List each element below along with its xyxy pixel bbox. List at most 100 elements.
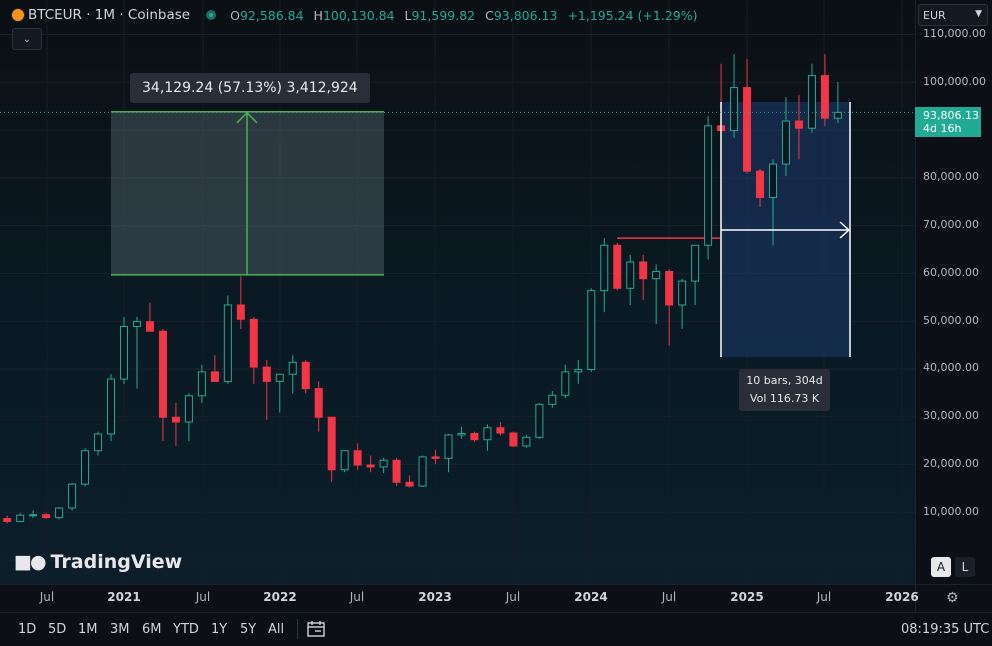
price-tick-label: 80,000.00 (923, 170, 979, 184)
change-value: +1,195.24 (+1.29%) (567, 7, 698, 23)
candle-body (431, 456, 440, 459)
date-range-label: 10 bars, 304d Vol 116.73 K (739, 369, 830, 411)
candle-body (68, 483, 77, 509)
candle-body (691, 244, 700, 282)
timeframe-button-6m[interactable]: 6M (142, 622, 162, 637)
candle-body (678, 280, 687, 306)
price-tick-label: 40,000.00 (923, 361, 979, 375)
timeframe-button-all[interactable]: All (268, 622, 285, 637)
candle-body (327, 416, 336, 471)
candle-body (145, 321, 154, 332)
candle-body (652, 271, 661, 280)
current-price: 93,806.13 (923, 109, 979, 122)
candle-body (769, 163, 777, 198)
price-tick-label: 20,000.00 (923, 457, 979, 471)
candle-body (262, 366, 271, 382)
time-tick-label: 2022 (263, 590, 297, 604)
symbol-legend: BTCEUR · 1M · Coinbase O92,586.84 H100,1… (12, 5, 704, 25)
time-tick-label: 2024 (574, 590, 608, 604)
candlestick-chart (0, 0, 915, 584)
price-tick-label: 100,000.00 (923, 74, 986, 88)
candle-body (340, 450, 349, 471)
price-tick-label: 110,000.00 (923, 27, 986, 41)
time-tick-label: 2025 (730, 590, 764, 604)
scale-buttons: A L (931, 557, 975, 577)
candle-body (730, 87, 739, 132)
candle-body (81, 450, 90, 485)
candle-body (42, 514, 51, 519)
candle-body (405, 481, 414, 487)
candle-body (574, 368, 583, 373)
candle-body (249, 318, 258, 368)
tradingview-mark-icon: ■● (14, 551, 47, 573)
candle-body (301, 361, 310, 390)
currency-select[interactable]: EUR ▼ (918, 4, 988, 26)
date-range-volume: Vol 116.73 K (749, 392, 820, 405)
bar-countdown: 4d 16h (923, 122, 962, 135)
candle-body (535, 403, 544, 438)
log-scale-button[interactable]: L (955, 557, 975, 577)
symbol-title[interactable]: BTCEUR · 1M · Coinbase (28, 7, 191, 23)
candle-body (314, 388, 323, 418)
candle-body (794, 120, 803, 129)
candle-body (107, 378, 116, 435)
time-tick-label: 2021 (107, 590, 141, 604)
candle-body (3, 518, 12, 522)
bottom-toolbar (0, 612, 992, 646)
price-tick-label: 10,000.00 (923, 504, 979, 518)
bitcoin-icon (12, 9, 24, 21)
candle-body (613, 244, 622, 289)
axis-corner (915, 584, 992, 612)
auto-scale-button[interactable]: A (931, 557, 951, 577)
timeframe-button-5y[interactable]: 5Y (240, 622, 257, 637)
candle-body (275, 373, 284, 382)
legend-collapse-button[interactable]: ⌄ (12, 28, 42, 50)
candle-body (626, 261, 635, 289)
timeframe-button-1y[interactable]: 1Y (211, 622, 228, 637)
timeframe-button-1d[interactable]: 1D (18, 622, 37, 637)
timeframe-button-5d[interactable]: 5D (48, 622, 67, 637)
candle-body (743, 87, 752, 172)
candle-body (444, 434, 453, 459)
candle-body (807, 75, 816, 129)
time-tick-label: Jul (505, 590, 521, 604)
candle-body (457, 433, 466, 436)
price-tick-label: 70,000.00 (923, 218, 979, 232)
gear-icon[interactable]: ⚙ (946, 590, 959, 606)
candle-body (353, 450, 362, 466)
date-range-arrowhead (839, 221, 851, 239)
candle-body (665, 271, 674, 306)
candle-body (29, 514, 38, 517)
utc-clock[interactable]: 08:19:35 UTC (901, 622, 990, 637)
candle-body (820, 75, 829, 119)
candle-body (210, 371, 219, 382)
candle-body (833, 111, 842, 119)
currency-value: EUR (923, 8, 946, 22)
candle-body (223, 304, 232, 382)
candle-body (496, 427, 505, 434)
timeframe-button-3m[interactable]: 3M (110, 622, 130, 637)
candle-body (639, 261, 648, 280)
candle-body (171, 416, 180, 423)
calendar-icon[interactable] (305, 619, 327, 639)
timeframe-button-1m[interactable]: 1M (78, 622, 98, 637)
time-tick-label: Jul (661, 590, 677, 604)
candle-body (236, 304, 245, 320)
chevron-down-icon: ⌄ (22, 33, 32, 45)
timeframe-button-ytd[interactable]: YTD (173, 622, 199, 637)
logo-text: TradingView (50, 551, 183, 573)
candle-body (392, 459, 401, 483)
candle-body (756, 170, 765, 198)
candle-body (548, 394, 557, 405)
candle-body (470, 433, 479, 441)
price-tick-label: 30,000.00 (923, 409, 979, 423)
candle-body (120, 325, 128, 380)
time-tick-label: Jul (816, 590, 832, 604)
candle-body (366, 464, 375, 468)
price-axis[interactable] (915, 0, 992, 584)
candle-body (55, 507, 64, 519)
time-axis[interactable] (0, 584, 915, 612)
toolbar-divider (297, 619, 298, 639)
tradingview-logo[interactable]: ■● TradingView (14, 551, 182, 573)
candle-body (509, 432, 518, 447)
